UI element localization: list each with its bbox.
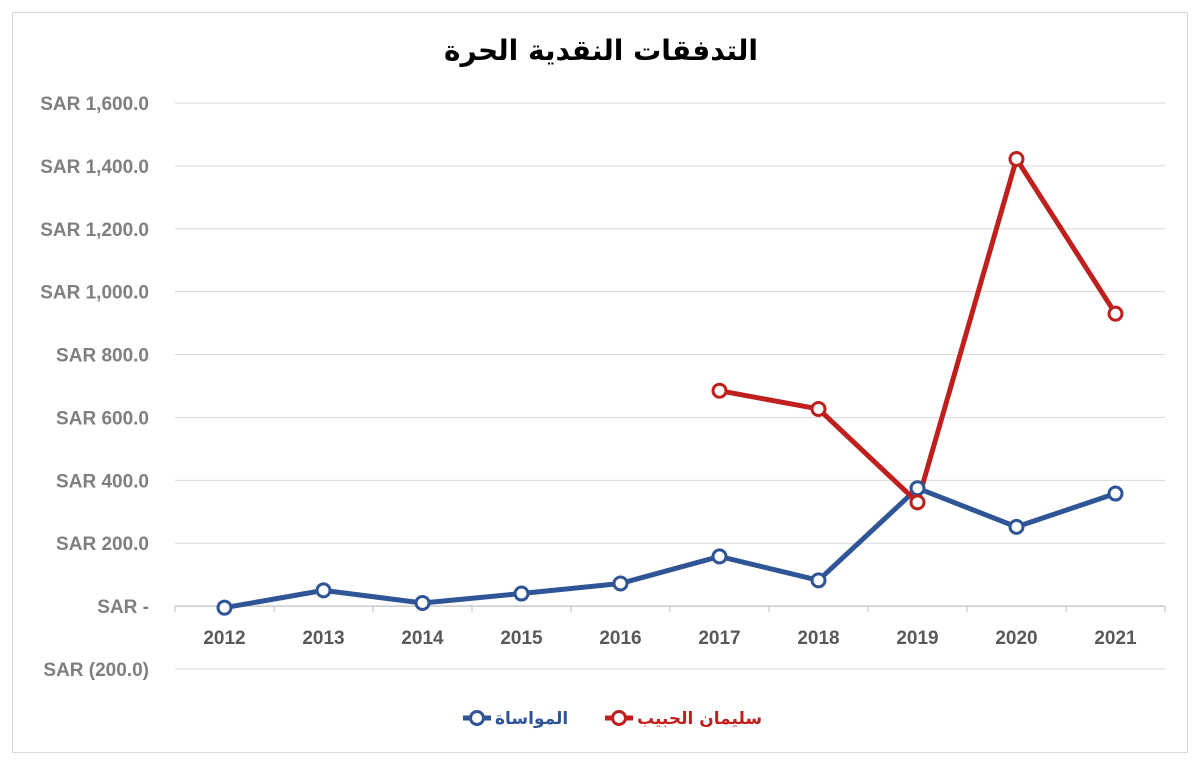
y-tick-label: SAR (200.0) (43, 660, 149, 681)
y-tick-label: SAR 800.0 (56, 346, 149, 367)
y-tick-label: SAR 1,000.0 (40, 283, 149, 304)
y-tick-label: SAR 1,600.0 (40, 94, 149, 115)
data-point (810, 572, 827, 589)
data-point (1008, 518, 1025, 535)
y-axis-tick-labels: SAR (200.0) SAR - SAR 200.0 SAR 400.0 SAR 60… (40, 94, 149, 681)
legend-item-2: سليمان الحبيب (605, 709, 762, 729)
legend-swatch-marker (469, 710, 485, 726)
data-point (711, 382, 728, 399)
chart-title: التدفقات النقدية الحرة (444, 34, 758, 67)
data-point (1107, 305, 1124, 322)
data-point (315, 582, 332, 599)
gridlines (174, 102, 1166, 670)
x-tick-label: 2019 (896, 628, 938, 649)
legend-item-1: المواساة (463, 709, 568, 729)
series-lines (222, 156, 1118, 611)
x-tick-label: 2018 (797, 628, 839, 649)
data-point (711, 548, 728, 565)
data-point (810, 400, 827, 417)
x-tick-label: 2013 (302, 628, 344, 649)
x-tick-label: 2017 (698, 628, 740, 649)
y-tick-label: SAR 600.0 (56, 408, 149, 429)
legend-label: المواساة (495, 709, 568, 729)
line-chart: التدفقات النقدية الحرة SAR (200.0)SAR -S… (40, 34, 1166, 729)
data-point (612, 575, 629, 592)
data-point (1107, 485, 1124, 502)
y-tick-label: SAR - (97, 597, 149, 618)
data-point (414, 594, 431, 611)
series-line-2 (717, 156, 1118, 505)
data-point (909, 494, 926, 511)
y-tick-label: SAR 1,200.0 (40, 220, 149, 241)
data-point (216, 599, 233, 616)
legend-label: سليمان الحبيب (637, 709, 762, 729)
x-axis-tick-labels: 2012 2013 2014 2015 2016 2017 2018 2019 2020 2021 (203, 628, 1137, 649)
x-tick-label: 2021 (1094, 628, 1137, 649)
y-tick-label: SAR 200.0 (56, 534, 149, 555)
data-point (513, 585, 530, 602)
x-tick-label: 2020 (995, 628, 1037, 649)
series-line-1 (222, 485, 1118, 611)
y-tick-label: SAR 400.0 (56, 471, 149, 492)
x-tick-label: 2014 (401, 628, 444, 649)
data-point (1008, 150, 1025, 167)
data-point (909, 480, 926, 497)
chart-frame: التدفقات النقدية الحرة SAR (200.0) SAR -S… (12, 12, 1188, 753)
y-tick-label: SAR 1,400.0 (40, 157, 149, 178)
legend: سليمان الحبيب المواساة (463, 709, 762, 729)
x-tick-label: 2015 (500, 628, 543, 649)
x-tick-label: 2012 (203, 628, 245, 649)
x-tick-label: 2016 (599, 628, 641, 649)
legend-swatch-marker (611, 710, 627, 726)
series-markers (216, 150, 1124, 616)
